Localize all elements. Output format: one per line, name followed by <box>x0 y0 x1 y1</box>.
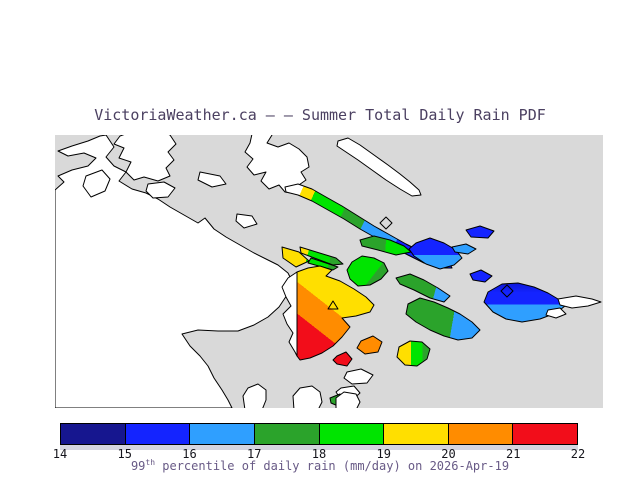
bottom-peninsula-2 <box>292 385 323 408</box>
south-white-islet-1 <box>343 368 374 385</box>
caption-base: 99 <box>130 459 146 473</box>
colorbar-tick-label: 22 <box>570 447 586 461</box>
lightblue-arm-islet <box>451 243 477 255</box>
north-crescent-island <box>336 137 422 197</box>
station-marker-diamond-2 <box>500 284 514 298</box>
bottom-peninsula-1 <box>242 383 267 408</box>
thin-stripe-islet-2 <box>299 246 344 266</box>
colorbar-ticks: 14 15 16 17 18 19 20 21 22 <box>53 447 585 461</box>
south-east-green-island <box>405 297 481 341</box>
mainland-west-coast <box>55 135 294 408</box>
long-nw-se-island <box>284 183 453 269</box>
colorbar-segment-14-15 <box>61 424 126 444</box>
colorbar-tick-label: 19 <box>376 447 391 461</box>
caption-rest: percentile of daily rain (mm/day) on 202… <box>155 459 510 473</box>
figure-caption: 99th percentile of daily rain (mm/day) o… <box>0 458 640 474</box>
colorbar-segment-16-17 <box>190 424 255 444</box>
figure-title: VictoriaWeather.ca — — Summer Total Dail… <box>94 106 546 124</box>
south-east-green-arm <box>395 273 451 303</box>
colorbar-tick-label: 18 <box>311 447 327 461</box>
colorbar-tick-label: 21 <box>506 447 521 461</box>
small-yellow-green-islet <box>396 340 431 367</box>
colorbar-tick-label: 14 <box>52 447 68 461</box>
colorbar-segment-17-18 <box>254 424 320 444</box>
colorbar-segment-21-22 <box>513 424 577 444</box>
caption-superscript: th <box>145 458 156 467</box>
north-island-a <box>113 135 177 182</box>
colorbar-segment-20-21 <box>448 424 514 444</box>
large-central-island-white-west <box>281 271 298 357</box>
far-east-white-tail <box>557 295 602 309</box>
large-central-island <box>296 265 375 361</box>
colorbar-tick-label: 16 <box>182 447 197 461</box>
blue-islet-2 <box>469 269 493 283</box>
north-island-a2 <box>145 181 176 199</box>
small-red-islet <box>332 351 353 367</box>
channel-islet-1 <box>197 171 227 188</box>
colorbar-baseline-strip <box>60 445 578 450</box>
colorbar-tick-label: 15 <box>117 447 132 461</box>
colorbar-segment-19-20 <box>384 424 449 444</box>
colorbar-segment-15-16 <box>125 424 191 444</box>
far-east-white-notch <box>545 307 567 319</box>
north-east-blue-island <box>408 237 463 270</box>
thin-stripe-islet-3 <box>307 257 339 271</box>
round-mid-island <box>346 255 389 287</box>
colorbar-segment-18-19 <box>319 424 385 444</box>
station-marker-triangle <box>327 300 339 310</box>
bottom-peninsula-3 <box>335 391 361 408</box>
thin-stripe-islet-1 <box>281 246 310 268</box>
blue-islet-1 <box>465 225 495 239</box>
station-marker-diamond-1 <box>379 216 393 230</box>
small-orange-islet <box>356 335 383 355</box>
colorbar-tick-label: 20 <box>441 447 456 461</box>
small-coastal-wedge-islet <box>82 169 111 198</box>
colorbar-tick-label: 17 <box>247 447 262 461</box>
colorbar <box>60 423 578 445</box>
channel-islet-2 <box>235 213 258 229</box>
